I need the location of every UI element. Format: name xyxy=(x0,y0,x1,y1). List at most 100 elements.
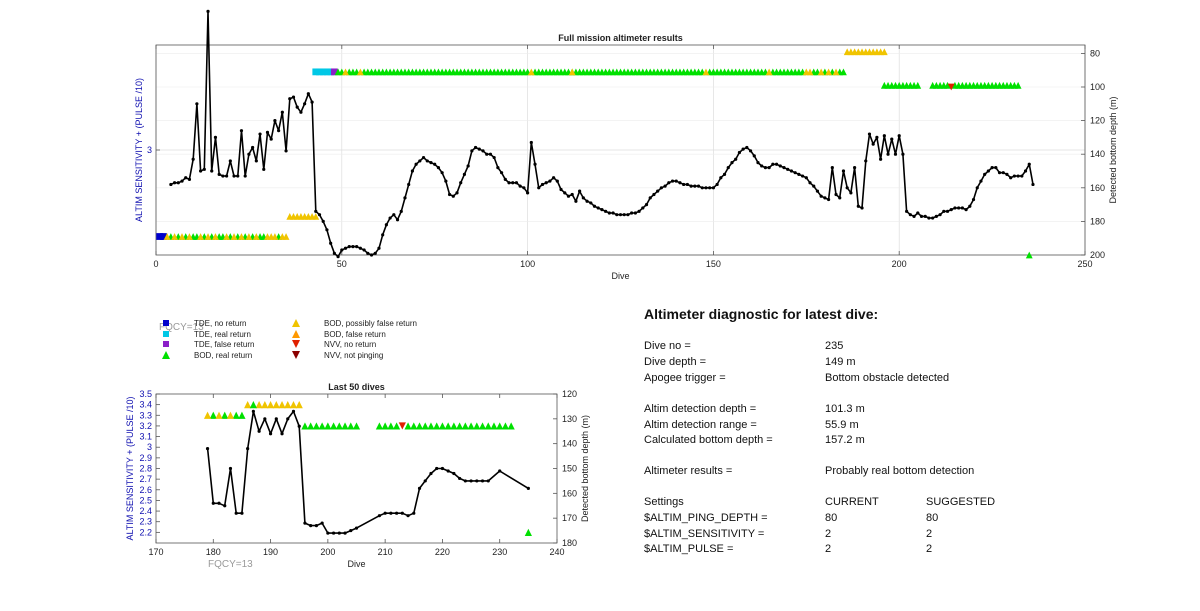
depth-point xyxy=(685,182,689,187)
depth-point xyxy=(879,157,883,161)
settings-header-current: CURRENT xyxy=(825,496,879,508)
y-left-tick-label: 3 xyxy=(147,442,152,452)
bod-real-marker xyxy=(341,422,349,430)
bod-possibly-false-marker xyxy=(289,401,298,409)
bod-possibly-false-marker xyxy=(702,68,710,76)
depth-point xyxy=(585,199,589,203)
bod-possibly-false-marker xyxy=(568,68,576,76)
x-tick-label: 180 xyxy=(206,547,221,557)
depth-point xyxy=(1031,182,1035,187)
bod-possibly-false-marker xyxy=(230,233,238,240)
depth-point xyxy=(934,214,938,218)
bod-real-marker xyxy=(318,422,326,430)
bod-real-marker xyxy=(421,422,429,430)
tde-no-return-marker xyxy=(160,233,167,240)
x-tick-label: 200 xyxy=(892,259,907,269)
setting-label: $ALTIM_PING_DEPTH = xyxy=(644,512,768,524)
depth-point xyxy=(314,524,318,528)
depth-point xyxy=(659,186,663,190)
bod-real-marker xyxy=(450,422,458,430)
bod-real-marker xyxy=(387,422,395,430)
depth-point xyxy=(916,211,920,215)
depth-point xyxy=(552,176,556,180)
depth-point xyxy=(652,192,656,197)
bod-real-marker xyxy=(478,422,487,430)
depth-point xyxy=(228,159,232,163)
y-right-tick-label: 160 xyxy=(1090,183,1105,193)
y-right-tick-label: 150 xyxy=(562,464,577,474)
depth-point xyxy=(480,479,485,483)
depth-point xyxy=(373,251,377,255)
bod-real-marker xyxy=(840,68,847,76)
y-left-tick-label: 2.6 xyxy=(139,485,152,495)
depth-point xyxy=(421,155,426,160)
depth-point xyxy=(381,233,385,237)
depth-point xyxy=(291,95,296,99)
depth-point xyxy=(905,209,909,213)
depth-point xyxy=(337,531,341,535)
depth-point xyxy=(251,409,255,413)
depth-point xyxy=(239,129,244,133)
depth-point xyxy=(644,203,649,207)
bod-possibly-false-marker xyxy=(880,48,888,56)
depth-point xyxy=(211,501,215,505)
depth-point xyxy=(488,152,493,156)
depth-point xyxy=(232,174,236,178)
depth-point xyxy=(362,248,366,252)
depth-point xyxy=(830,166,834,170)
diagnostic-value: Bottom obstacle detected xyxy=(825,372,950,384)
depth-point xyxy=(251,145,255,150)
depth-point xyxy=(886,152,890,156)
bod-real-marker xyxy=(329,422,338,430)
tde-false-marker xyxy=(330,68,338,76)
bod-real-marker xyxy=(393,422,401,430)
plot-background xyxy=(156,394,557,543)
depth-point xyxy=(856,204,860,208)
depth-point xyxy=(395,511,399,515)
depth-point xyxy=(514,181,519,185)
y-right-tick-label: 130 xyxy=(562,414,577,424)
depth-point xyxy=(336,255,340,259)
y-left-tick-label: 3 xyxy=(147,145,152,155)
depth-point xyxy=(875,135,879,139)
diagnostic-label: Dive no = xyxy=(644,340,691,352)
depth-point xyxy=(912,214,916,218)
bod-real-marker xyxy=(944,81,951,89)
depth-point xyxy=(630,211,634,215)
x-tick-label: 0 xyxy=(153,259,158,269)
depth-point xyxy=(317,213,322,217)
depth-point xyxy=(923,214,927,218)
depth-point xyxy=(559,187,563,192)
depth-point xyxy=(503,177,507,181)
depth-point xyxy=(1027,162,1031,166)
bod-possibly-false-marker xyxy=(255,401,263,409)
depth-point xyxy=(596,206,600,210)
depth-point xyxy=(737,150,742,155)
depth-point xyxy=(486,479,490,483)
y-left-tick-label: 2.4 xyxy=(139,506,152,516)
depth-point xyxy=(326,531,330,535)
bod-possibly-false-marker xyxy=(163,233,171,240)
x-tick-label: 100 xyxy=(520,259,535,269)
depth-point xyxy=(492,155,496,160)
depth-point xyxy=(566,194,571,198)
y-right-tick-label: 160 xyxy=(562,488,577,498)
depth-point xyxy=(403,196,407,200)
triangle-up-icon xyxy=(292,330,300,338)
depth-point xyxy=(274,417,278,421)
depth-point xyxy=(309,524,313,528)
bod-real-marker xyxy=(209,411,217,419)
bod-real-marker xyxy=(232,411,240,419)
depth-point xyxy=(433,162,437,166)
y-left-tick-label: 2.2 xyxy=(139,527,152,537)
setting-row-sensitivity: $ALTIM_SENSITIVITY = 2 2 xyxy=(644,528,1064,542)
depth-point xyxy=(849,191,853,195)
diagnostic-row-altim-detection-range: Altim detection range = 55.9 m xyxy=(644,419,1064,433)
depth-point xyxy=(395,218,400,222)
depth-point xyxy=(760,164,764,168)
depth-point xyxy=(243,174,247,178)
depth-point xyxy=(444,179,448,183)
depth-point xyxy=(663,184,667,188)
depth-point xyxy=(262,167,266,171)
depth-point xyxy=(708,186,712,190)
